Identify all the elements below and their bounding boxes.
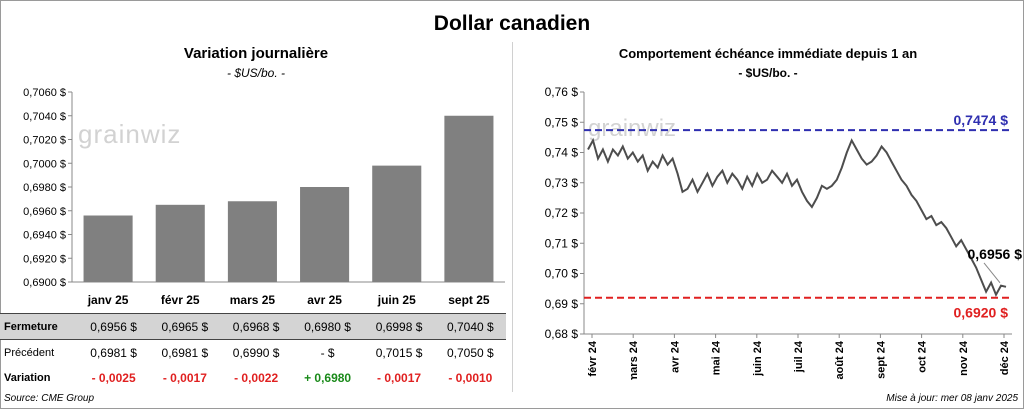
- watermark-logo: grainwiz: [588, 115, 676, 142]
- left-chart-unit: - $US/bo. -: [226, 66, 286, 80]
- bar: [83, 215, 133, 282]
- y-tick-label: 0,69 $: [545, 297, 579, 311]
- table-cell: 0,6980 $: [291, 313, 364, 340]
- x-tick-label: mars 25: [230, 293, 276, 307]
- y-tick-label: 0,6940 $: [23, 230, 66, 242]
- x-tick-label: nov 24: [958, 340, 970, 376]
- low-value-label: 0,6920 $: [954, 305, 1009, 321]
- y-tick-label: 0,68 $: [545, 327, 579, 341]
- y-tick-label: 0,6980 $: [23, 182, 66, 194]
- y-tick-label: 0,70 $: [545, 267, 579, 281]
- x-tick-label: janv 25: [87, 293, 129, 307]
- x-tick-label: févr 24: [587, 340, 599, 376]
- summary-table: Fermeture 0,6956 $0,6965 $0,6968 $0,6980 …: [0, 313, 506, 390]
- row-label: Variation: [4, 371, 51, 384]
- bar: [372, 165, 422, 282]
- table-cell: 0,7040 $: [434, 313, 506, 340]
- bar: [300, 187, 350, 282]
- divider: [512, 42, 513, 392]
- right-line-chart: 0,68 $ 0,69 $ 0,70 $ 0,71 $ 0,72 $ 0,73 $ 0,74…: [545, 85, 1023, 380]
- right-chart-unit: - $US/bo. -: [738, 66, 798, 80]
- bar: [444, 115, 494, 282]
- previous-row: Précédent 0,6981 $ 0,6981 $ 0,6990 $ - $ 0,70…: [0, 340, 506, 366]
- high-value-label: 0,7474 $: [954, 112, 1009, 128]
- update-note: Mise à jour: mer 08 janv 2025: [886, 393, 1018, 404]
- x-tick-label: déc 24: [999, 340, 1011, 375]
- table-cell: 0,6956 $: [78, 313, 150, 340]
- page-title: Dollar canadien: [433, 12, 591, 35]
- y-tick-label: 0,7060 $: [23, 87, 66, 99]
- y-tick-label: 0,7020 $: [23, 135, 66, 147]
- last-value-leader: [983, 262, 1001, 284]
- row-label: Fermeture: [0, 313, 78, 340]
- x-tick-label: oct 24: [917, 340, 929, 373]
- y-tick-label: 0,6920 $: [23, 253, 66, 265]
- last-value-label: 0,6956 $: [968, 246, 1023, 262]
- x-tick-label: avr 25: [307, 293, 342, 307]
- x-tick-label: mai 24: [711, 340, 723, 375]
- y-tick-label: 0,6900 $: [23, 277, 66, 289]
- table-cell: 0,7050 $: [446, 345, 494, 360]
- close-row: Fermeture 0,6956 $0,6965 $0,6968 $0,6980 …: [0, 313, 506, 340]
- table-cell: - 0,0017: [377, 370, 422, 385]
- table-cell: + 0,6980: [304, 370, 352, 385]
- x-tick-label: sept 24: [875, 340, 887, 379]
- x-tick-label: juin 25: [377, 293, 416, 307]
- x-tick-label: juil 24: [793, 340, 805, 373]
- table-cell: - 0,0025: [91, 370, 136, 385]
- price-line: [587, 137, 1007, 298]
- x-tick-label: juin 24: [752, 340, 764, 377]
- left-bar-chart: 0,6900 $ 0,6920 $ 0,6940 $ 0,6960 $ 0,6980 $…: [23, 87, 505, 307]
- left-chart-title: Variation journalière: [183, 45, 329, 62]
- y-tick-label: 0,73 $: [545, 176, 579, 190]
- table-cell: 0,6981 $: [161, 345, 209, 360]
- table-cell: - 0,0010: [448, 370, 493, 385]
- y-tick-label: 0,76 $: [545, 85, 579, 99]
- table-cell: 0,6998 $: [363, 313, 435, 340]
- x-tick-label: mars 24: [628, 340, 640, 380]
- bar: [155, 204, 205, 282]
- x-tick-label: févr 25: [161, 293, 200, 307]
- y-tick-label: 0,7040 $: [23, 111, 66, 123]
- table-cell: - 0,0022: [234, 370, 279, 385]
- variation-row: Variation - 0,0025 - 0,0017 - 0,0022 + 0,698…: [0, 365, 506, 390]
- row-label: Précédent: [4, 346, 55, 359]
- table-cell: - 0,0017: [162, 370, 207, 385]
- table-cell: 0,6968 $: [220, 313, 292, 340]
- y-tick-label: 0,74 $: [545, 146, 579, 160]
- y-tick-label: 0,7000 $: [23, 158, 66, 170]
- table-cell: - $: [320, 345, 335, 360]
- y-tick-label: 0,75 $: [545, 115, 579, 129]
- table-cell: 0,6990 $: [232, 345, 280, 360]
- y-tick-label: 0,71 $: [545, 236, 579, 250]
- x-tick-label: août 24: [834, 340, 846, 379]
- bar: [227, 201, 277, 282]
- x-tick-label: sept 25: [448, 293, 490, 307]
- table-cell: 0,7015 $: [375, 345, 423, 360]
- y-tick-label: 0,6960 $: [23, 206, 66, 218]
- source-note: Source: CME Group: [4, 393, 95, 404]
- table-cell: 0,6965 $: [149, 313, 221, 340]
- y-tick-label: 0,72 $: [545, 206, 579, 220]
- grainwiz-logo: grainwiz: [78, 119, 181, 149]
- right-chart-title: Comportement échéance immédiate depuis 1…: [618, 46, 918, 61]
- table-cell: 0,6981 $: [90, 345, 137, 360]
- x-tick-label: avr 24: [669, 340, 681, 373]
